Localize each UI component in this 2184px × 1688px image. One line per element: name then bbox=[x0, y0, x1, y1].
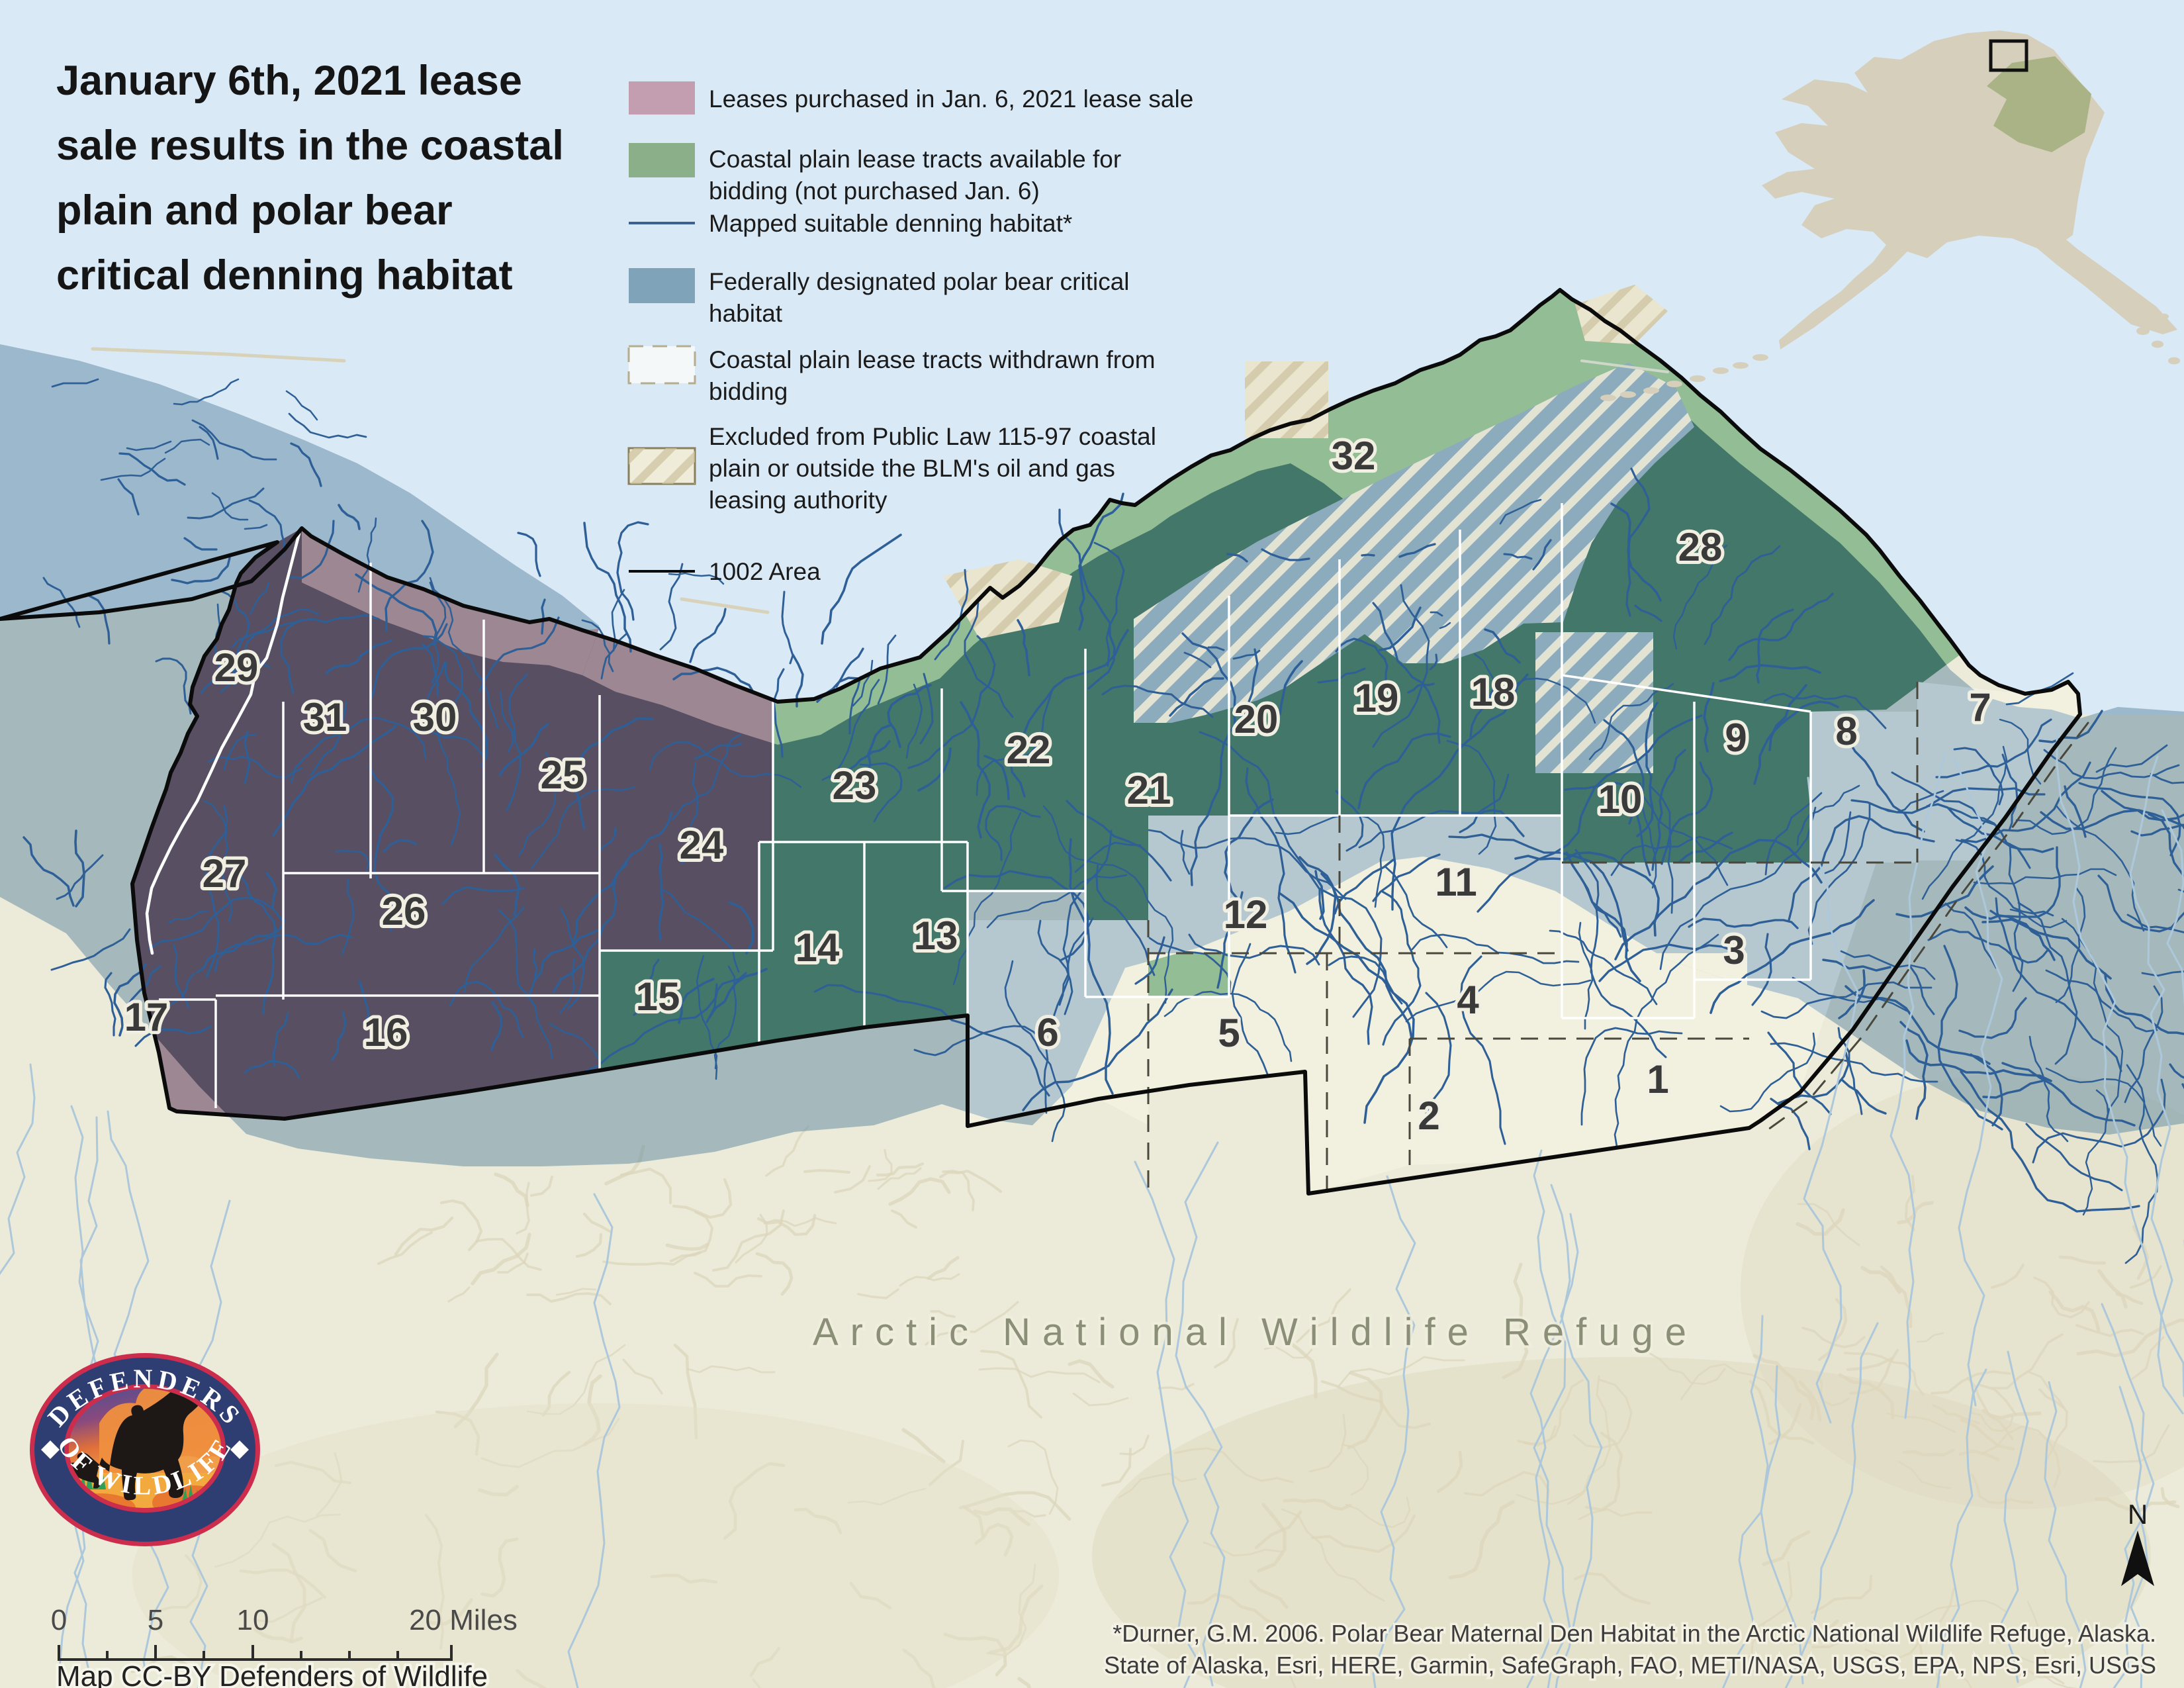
svg-text:20 Miles: 20 Miles bbox=[409, 1604, 518, 1636]
svg-text:32: 32 bbox=[1332, 434, 1376, 478]
svg-text:21: 21 bbox=[1127, 768, 1171, 812]
svg-text:2: 2 bbox=[1418, 1094, 1439, 1138]
svg-text:29: 29 bbox=[214, 645, 259, 690]
svg-text:4: 4 bbox=[1457, 978, 1479, 1022]
svg-text:critical denning habitat: critical denning habitat bbox=[56, 252, 513, 299]
svg-text:28: 28 bbox=[1678, 525, 1723, 569]
svg-text:Coastal plain lease tracts wit: Coastal plain lease tracts withdrawn fro… bbox=[709, 346, 1156, 373]
svg-text:25: 25 bbox=[541, 753, 585, 797]
svg-text:31: 31 bbox=[303, 695, 347, 739]
svg-text:plain and polar bear: plain and polar bear bbox=[56, 187, 453, 234]
svg-text:24: 24 bbox=[680, 823, 724, 867]
svg-text:7: 7 bbox=[1969, 685, 1991, 729]
svg-text:19: 19 bbox=[1355, 676, 1399, 720]
svg-text:1002 Area: 1002 Area bbox=[709, 558, 821, 585]
svg-text:9: 9 bbox=[1725, 716, 1747, 760]
svg-text:bidding: bidding bbox=[709, 378, 788, 405]
svg-text:6: 6 bbox=[1036, 1010, 1058, 1055]
svg-text:13: 13 bbox=[914, 914, 958, 958]
svg-text:Excluded from Public Law 115-9: Excluded from Public Law 115-97 coastal bbox=[709, 423, 1156, 450]
svg-text:1: 1 bbox=[1647, 1057, 1668, 1102]
svg-text:20: 20 bbox=[1234, 697, 1279, 741]
svg-text:15: 15 bbox=[636, 974, 680, 1019]
svg-text:leasing authority: leasing authority bbox=[709, 487, 887, 514]
svg-text:17: 17 bbox=[124, 995, 169, 1039]
svg-text:*Durner, G.M. 2006. Polar Bear: *Durner, G.M. 2006. Polar Bear Maternal … bbox=[1113, 1620, 2156, 1647]
svg-text:N: N bbox=[2128, 1499, 2148, 1530]
svg-text:State of Alaska, Esri, HERE, G: State of Alaska, Esri, HERE, Garmin, Saf… bbox=[1104, 1652, 2156, 1679]
svg-text:23: 23 bbox=[833, 763, 877, 808]
svg-text:habitat: habitat bbox=[709, 300, 783, 327]
svg-text:January 6th, 2021 lease: January 6th, 2021 lease bbox=[56, 58, 522, 104]
svg-text:10: 10 bbox=[237, 1604, 269, 1636]
svg-text:5: 5 bbox=[1218, 1011, 1240, 1055]
svg-text:22: 22 bbox=[1007, 727, 1051, 772]
svg-text:8: 8 bbox=[1835, 709, 1857, 753]
svg-text:Mapped suitable denning habita: Mapped suitable denning habitat* bbox=[709, 210, 1072, 237]
svg-text:Federally designated polar bea: Federally designated polar bear critical bbox=[709, 268, 1130, 295]
svg-text:11: 11 bbox=[1435, 860, 1477, 904]
svg-text:Map CC-BY Defenders of Wildlif: Map CC-BY Defenders of Wildlife bbox=[56, 1660, 488, 1688]
svg-text:0: 0 bbox=[51, 1604, 67, 1636]
svg-text:16: 16 bbox=[364, 1010, 408, 1055]
svg-text:sale results in the coastal: sale results in the coastal bbox=[56, 122, 564, 169]
svg-text:5: 5 bbox=[148, 1604, 163, 1636]
svg-text:26: 26 bbox=[382, 889, 426, 933]
svg-text:30: 30 bbox=[413, 695, 457, 739]
svg-text:Arctic National Wildlife Refug: Arctic National Wildlife Refuge bbox=[813, 1311, 1698, 1354]
svg-text:bidding (not purchased Jan. 6): bidding (not purchased Jan. 6) bbox=[709, 177, 1040, 205]
svg-text:Coastal plain lease tracts ava: Coastal plain lease tracts available for bbox=[709, 146, 1121, 173]
svg-text:10: 10 bbox=[1598, 777, 1643, 821]
svg-text:18: 18 bbox=[1471, 670, 1516, 714]
svg-text:Leases purchased in Jan. 6, 20: Leases purchased in Jan. 6, 2021 lease s… bbox=[709, 85, 1193, 113]
svg-text:3: 3 bbox=[1723, 928, 1745, 972]
svg-text:12: 12 bbox=[1224, 892, 1268, 937]
svg-text:27: 27 bbox=[203, 851, 247, 896]
svg-text:14: 14 bbox=[796, 925, 840, 970]
svg-text:plain or outside the BLM's oil: plain or outside the BLM's oil and gas bbox=[709, 455, 1115, 482]
